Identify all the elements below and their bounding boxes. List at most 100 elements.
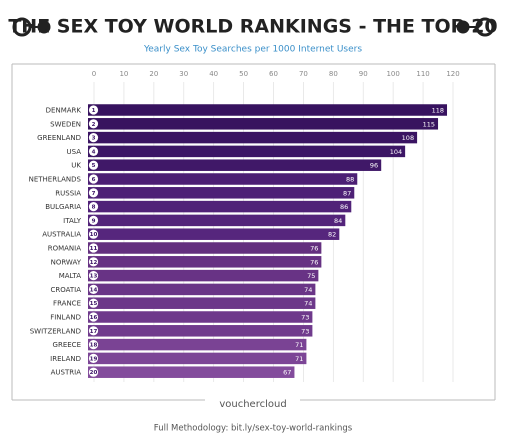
category-label: UK [71, 162, 81, 170]
rank-badge [88, 202, 99, 212]
category-label: AUSTRALIA [42, 231, 81, 239]
bar [88, 366, 295, 378]
bar [88, 200, 352, 213]
category-label: ROMANIA [48, 245, 82, 253]
handcuff-icon-left [12, 17, 51, 37]
value-label: 104 [390, 148, 402, 156]
x-tick-label: 80 [329, 70, 338, 78]
category-label: GREENLAND [37, 134, 81, 142]
bar [88, 214, 346, 227]
value-label: 82 [328, 231, 336, 239]
value-label: 74 [304, 300, 312, 308]
rank-badge [88, 188, 99, 198]
value-label: 76 [310, 245, 318, 253]
x-tick-label: 100 [386, 70, 399, 78]
value-label: 73 [301, 314, 309, 322]
category-label: MALTA [59, 272, 81, 280]
x-tick-label: 10 [119, 70, 128, 78]
category-label: NORWAY [51, 258, 82, 266]
bar [88, 283, 316, 296]
rank-badge [88, 271, 99, 281]
x-tick-label: 120 [446, 70, 459, 78]
x-tick-label: 70 [299, 70, 308, 78]
value-label: 73 [301, 327, 309, 335]
rank-label: 19 [90, 356, 98, 362]
chart-title: THE SEX TOY WORLD RANKINGS - THE TOP 20 [8, 16, 497, 38]
rank-label: 20 [90, 370, 98, 376]
rank-badge [88, 257, 99, 267]
rank-badge [88, 312, 99, 322]
bar [88, 104, 448, 116]
category-label: NETHERLANDS [29, 176, 82, 184]
logo: vouchercloud [219, 399, 286, 410]
bar [88, 173, 358, 185]
category-label: CROATIA [50, 286, 81, 294]
x-tick-label: 20 [149, 70, 158, 78]
category-label: USA [67, 148, 82, 156]
rank-label: 14 [90, 287, 98, 293]
value-label: 87 [343, 189, 351, 197]
rank-badge [88, 133, 99, 143]
value-label: 76 [310, 258, 318, 266]
value-label: 74 [304, 286, 312, 294]
category-label: FRANCE [53, 300, 81, 308]
category-label: ITALY [63, 217, 82, 225]
x-tick-label: 0 [92, 70, 96, 78]
rank-badge [88, 174, 99, 184]
value-label: 84 [334, 217, 342, 225]
rank-label: 2 [92, 122, 96, 128]
rank-badge [88, 284, 99, 294]
bar [88, 256, 322, 268]
rank-label: 11 [90, 246, 98, 252]
x-tick-label: 40 [209, 70, 218, 78]
bar [88, 187, 355, 199]
bar [88, 325, 313, 337]
value-label: 96 [370, 162, 378, 170]
rank-badge [88, 367, 99, 377]
rank-badge [88, 340, 99, 350]
rank-badge [88, 243, 99, 253]
rank-badge [88, 229, 99, 239]
category-label: IRELAND [50, 355, 81, 363]
rank-badge [88, 298, 99, 308]
value-label: 67 [283, 369, 291, 377]
bar [88, 311, 313, 323]
category-label: SWEDEN [50, 120, 81, 128]
category-label: GREECE [53, 341, 81, 349]
rank-label: 16 [90, 315, 98, 321]
rank-label: 8 [92, 205, 96, 211]
chart-subtitle: Yearly Sex Toy Searches per 1000 Interne… [143, 45, 362, 55]
rank-badge [88, 353, 99, 363]
handcuff-icon-right [456, 17, 495, 37]
rank-label: 7 [92, 191, 96, 197]
x-tick-label: 90 [359, 70, 368, 78]
category-label: DENMARK [46, 107, 82, 115]
rank-label: 5 [92, 163, 96, 169]
category-label: AUSTRIA [51, 369, 82, 377]
bar [88, 118, 439, 130]
rank-badge [88, 119, 99, 129]
bar [88, 242, 322, 254]
rank-label: 12 [90, 260, 98, 266]
value-label: 71 [295, 341, 303, 349]
rank-label: 3 [92, 136, 96, 142]
value-label: 118 [432, 107, 444, 115]
value-label: 75 [307, 272, 315, 280]
category-label: FINLAND [50, 314, 81, 322]
x-tick-label: 60 [269, 70, 278, 78]
value-label: 115 [423, 120, 435, 128]
rank-label: 4 [92, 149, 96, 155]
bar [88, 131, 418, 144]
rank-badge [88, 160, 99, 170]
rank-label: 1 [92, 108, 96, 114]
bar [88, 352, 307, 365]
category-label: RUSSIA [55, 189, 81, 197]
rank-label: 15 [90, 301, 98, 307]
category-label: SWITZERLAND [30, 327, 81, 335]
category-label: BULGARIA [45, 203, 81, 211]
bar [88, 145, 406, 158]
value-label: 71 [295, 355, 303, 363]
x-tick-label: 50 [239, 70, 248, 78]
rank-label: 6 [92, 177, 96, 183]
